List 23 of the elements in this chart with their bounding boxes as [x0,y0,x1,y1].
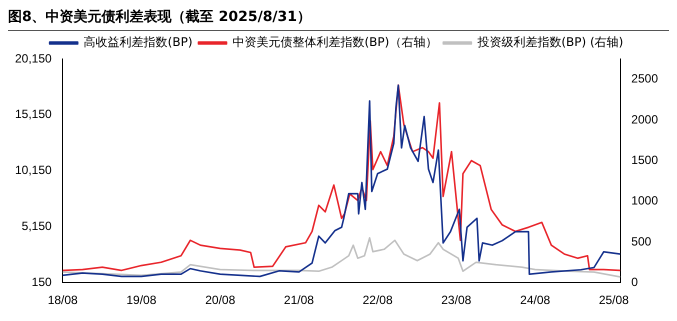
x-tick-label: 21/08 [284,293,314,308]
y-tick-label: 10,150 [15,163,52,178]
y-tick-label: 15,150 [15,107,52,122]
chart-title: 图8、中资美元债利差表现（截至 2025/8/31） [8,8,669,31]
y-tick-label: 20,150 [15,51,52,66]
x-tick-label: 22/08 [362,293,393,308]
legend-label: 高收益利差指数(BP) [84,35,193,50]
legend-label: 中资美元债整体利差指数(BP)（右轴） [232,35,438,50]
x-tick-label: 25/08 [598,293,630,308]
y-tick-label: 5,150 [22,219,52,234]
y-tick-label: 150 [32,274,52,289]
y2-tick-label: 2000 [631,112,658,126]
x-tick-label: 24/08 [520,293,551,308]
x-tick-label: 20/08 [205,293,236,308]
x-tick-label: 19/08 [126,293,157,308]
x-tick-label: 18/08 [48,293,78,308]
legend-label: 投资级利差指数(BP) (右轴) [476,35,624,50]
y2-tick-label: 0 [631,274,638,289]
y2-tick-label: 1000 [631,194,658,208]
y2-tick-label: 1500 [631,152,658,167]
y2-tick-label: 2500 [631,72,658,86]
y2-tick-label: 500 [631,234,652,248]
x-tick-label: 23/08 [441,293,472,308]
